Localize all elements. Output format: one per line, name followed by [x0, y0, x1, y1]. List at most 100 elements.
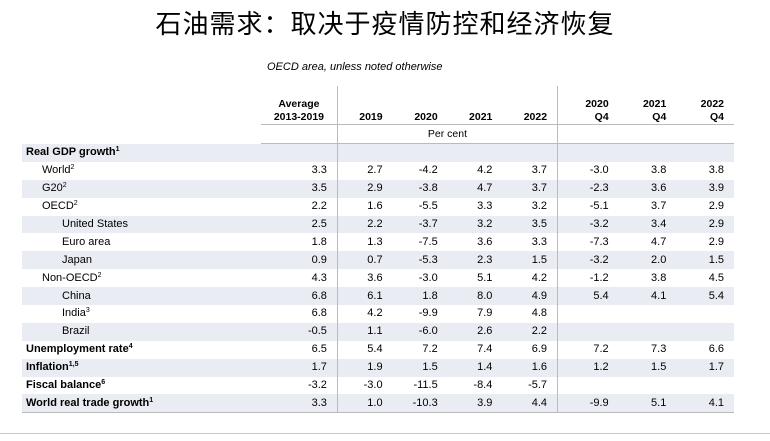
table-cell [502, 144, 557, 162]
table-cell: 1.9 [336, 358, 393, 377]
table-cell: -10.3 [392, 394, 448, 414]
table-cell [619, 144, 677, 162]
footnote-marker: 6 [101, 379, 106, 387]
table-cell: 5.4 [708, 289, 724, 302]
table-cell: 1.6 [531, 361, 548, 374]
row-label-text: Real GDP growth [26, 146, 116, 159]
header-2020-q4-year: 2020 [585, 98, 609, 110]
table-row: World2 3.3 2.7 -4.2 4.2 3.7 -3.0 3.8 3.8 [22, 161, 734, 180]
table-row: India3 6.8 4.2 -9.9 7.9 4.8 [22, 305, 734, 323]
table-cell: 3.3 [311, 164, 327, 177]
table-cell: 3.3 [477, 200, 493, 213]
row-label: G202 [22, 180, 261, 198]
table-cell: 2.2 [311, 200, 327, 213]
table-cell: 7.2 [422, 343, 438, 356]
forecast-table: Average 2013-2019 2019 2020 2021 2022 202… [22, 86, 734, 414]
header-2021-q4: 2021 Q4 [619, 86, 677, 125]
table-cell: -5.5 [418, 200, 438, 213]
table-cell: 4.1 [651, 289, 667, 302]
header-2019: 2019 [336, 86, 393, 125]
table-cell: 4.7 [651, 235, 667, 248]
row-label-text: World [42, 164, 71, 177]
table-cell: 2.9 [708, 235, 724, 248]
footnote-marker: 1 [115, 146, 120, 154]
header-2020-q4-quarter: Q4 [594, 111, 609, 123]
row-label: Unemployment rate4 [22, 341, 261, 359]
row-label-text: Brazil [62, 325, 90, 338]
table-cell: 4.2 [477, 164, 493, 177]
table-cell: 8.0 [477, 289, 493, 302]
table-cell: -5.1 [557, 197, 619, 216]
table-row: Fiscal balance6 -3.2 -3.0 -11.5 -8.4 -5.7 [22, 376, 734, 395]
table-cell: -8.4 [473, 379, 493, 392]
footnote-marker: 2 [73, 200, 78, 208]
table-cell: 7.4 [477, 343, 493, 356]
table-cell: 5.1 [618, 394, 677, 414]
unit-row-blank [22, 125, 261, 144]
table-cell [676, 144, 734, 162]
row-label: United States [22, 216, 261, 234]
table-cell [676, 305, 734, 323]
table-cell: -3.0 [557, 161, 619, 180]
table-cell: 3.4 [651, 218, 667, 230]
table-row: Japan 0.9 0.7 -5.3 2.3 1.5 -3.2 2.0 1.5 [22, 251, 734, 270]
table-cell [676, 323, 734, 341]
row-label: Euro area [22, 233, 261, 251]
row-label-text: OECD [42, 200, 74, 213]
table-cell: 1.7 [311, 361, 327, 374]
header-2022-q4-quarter: Q4 [709, 111, 724, 123]
table-cell: 7.3 [651, 343, 667, 356]
table-cell: -3.2 [557, 215, 619, 234]
footnote-marker: 1 [149, 396, 154, 404]
table-cell: -0.5 [307, 325, 327, 338]
header-2020: 2020 [414, 111, 438, 123]
table-cell: 0.9 [311, 253, 327, 266]
table-cell: 6.1 [336, 287, 393, 306]
table-row: OECD2 2.2 1.6 -5.5 3.3 3.2 -5.1 3.7 2.9 [22, 197, 734, 216]
table-cell: -5.7 [528, 379, 548, 392]
table-cell: 1.7 [708, 361, 724, 374]
table-cell: -1.2 [557, 269, 619, 288]
table-cell: 3.8 [708, 164, 724, 177]
table-cell [619, 323, 677, 341]
table-cell [261, 144, 337, 162]
header-2022-q4: 2022 Q4 [676, 86, 734, 125]
table-cell: 3.6 [336, 269, 393, 288]
table-cell: 5.4 [336, 340, 393, 359]
table-cell: 3.9 [708, 182, 724, 195]
table-cell: -3.0 [418, 271, 438, 284]
table-cell: 1.6 [336, 197, 393, 216]
table-cell: 4.2 [531, 271, 548, 284]
table-cell: 1.4 [477, 361, 493, 374]
table-cell: -7.5 [418, 235, 438, 248]
table-cell: 2.0 [651, 253, 667, 266]
row-label-text: India [62, 307, 86, 320]
row-label-text: United States [62, 218, 129, 230]
row-label: Fiscal balance6 [22, 377, 261, 395]
table-cell: 6.8 [311, 289, 327, 302]
table-cell: 3.8 [651, 164, 667, 177]
row-label: Inflation1,5 [22, 359, 261, 377]
table-cell: 2.5 [311, 218, 327, 230]
row-label-text: China [62, 289, 91, 302]
row-label: India3 [22, 305, 261, 323]
unit-row-average-blank [260, 124, 338, 144]
table-cell [557, 376, 619, 395]
unit-row-quarter-blank [557, 124, 734, 144]
table-cell: 4.2 [336, 305, 393, 323]
table-cell: 4.9 [531, 289, 548, 302]
table-cell: 1.2 [557, 358, 619, 377]
table-cell: 2.9 [708, 200, 724, 213]
table-cell: 1.8 [311, 235, 327, 248]
table-cell: 3.7 [531, 164, 548, 177]
header-blank [22, 86, 261, 125]
unit-row: Per cent [22, 124, 734, 144]
table-cell: 3.3 [531, 235, 548, 248]
row-label-text: Fiscal balance [26, 379, 102, 392]
table-subtitle: OECD area, unless noted otherwise [267, 61, 443, 73]
table-row: China 6.8 6.1 1.8 8.0 4.9 5.4 4.1 5.4 [22, 287, 734, 306]
footnote-marker: 2 [62, 182, 67, 190]
footnote-marker: 4 [128, 343, 133, 351]
table-cell: 7.2 [557, 340, 619, 359]
table-cell: 7.9 [477, 307, 493, 320]
